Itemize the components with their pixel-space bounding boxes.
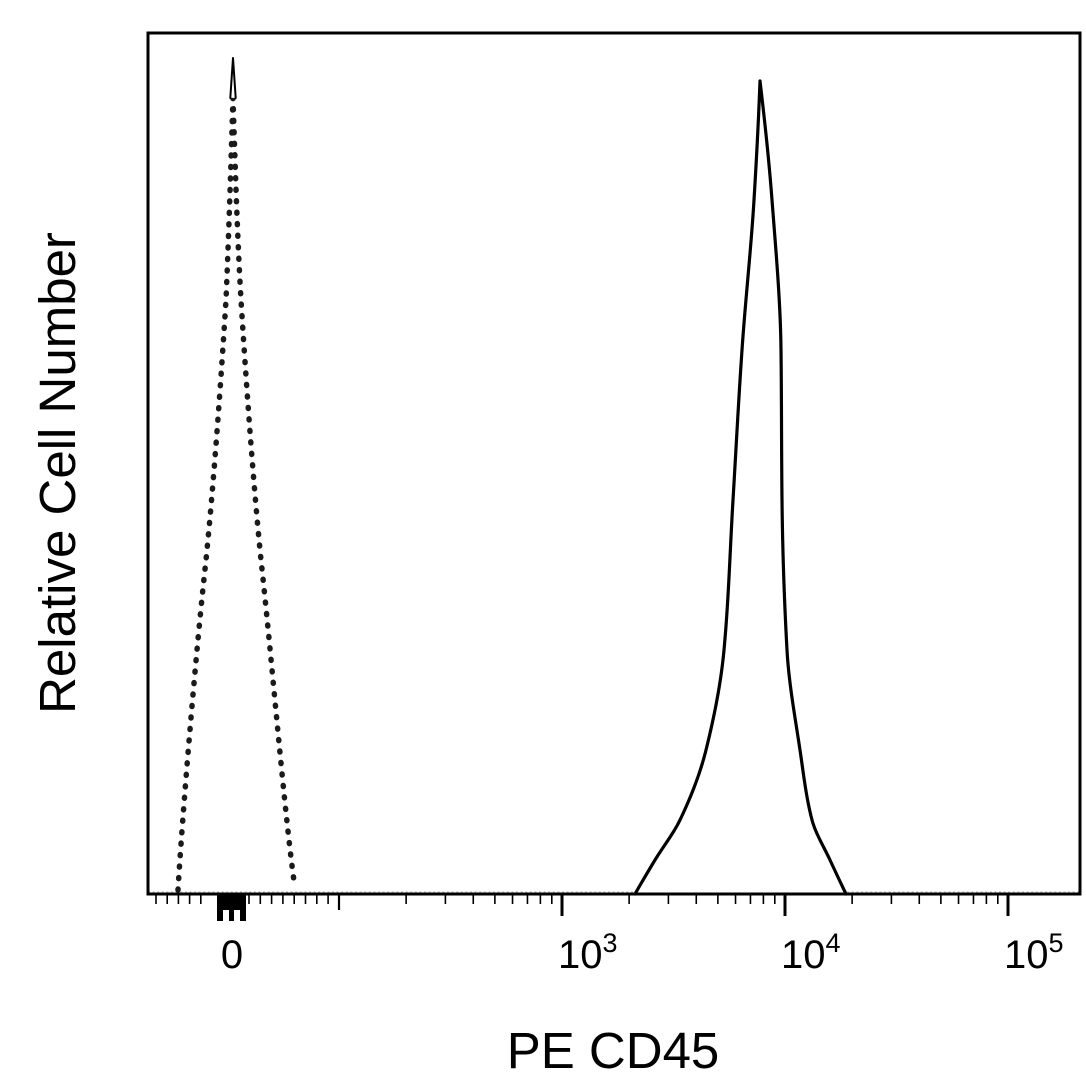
svg-text:104: 104 (781, 928, 841, 977)
svg-text:103: 103 (558, 928, 618, 977)
svg-text:0: 0 (221, 933, 243, 977)
svg-text:105: 105 (1004, 928, 1064, 977)
svg-text:Relative Cell Number: Relative Cell Number (29, 232, 86, 714)
svg-text:PE CD45: PE CD45 (507, 1022, 720, 1079)
